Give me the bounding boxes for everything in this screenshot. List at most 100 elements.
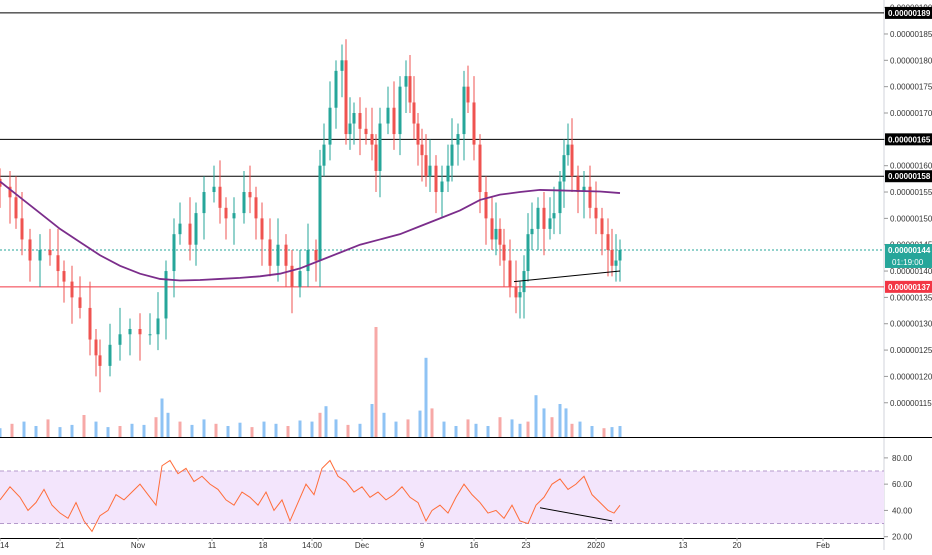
rsi-tick-label: 20.00: [892, 533, 913, 542]
price-tick-label: 0.00000155: [890, 188, 932, 197]
candle-body: [352, 113, 356, 124]
candle-body: [600, 218, 604, 235]
price-tick-label: 0.00000140: [890, 267, 932, 276]
volume-bar: [454, 426, 458, 437]
volume-bar: [214, 423, 218, 437]
candle-body: [364, 128, 368, 135]
volume-bar: [226, 426, 230, 437]
current-price-badge: [885, 243, 932, 268]
time-tick-label: 9: [420, 541, 425, 550]
rsi-tick-label: 60.00: [892, 480, 913, 489]
candle-body: [218, 186, 222, 208]
candle-body: [440, 181, 444, 193]
candle-body: [14, 197, 18, 219]
rsi-trendline[interactable]: [539, 507, 613, 522]
level-label-bg: [885, 133, 932, 146]
candle-body: [138, 329, 142, 335]
volume-bar: [166, 412, 170, 437]
candle-body: [558, 181, 562, 214]
candle-body: [8, 186, 12, 198]
time-tick-label: 21: [56, 541, 65, 550]
candle-body: [20, 218, 24, 240]
trendline[interactable]: [513, 270, 621, 283]
candle-body: [38, 249, 42, 261]
candle-body: [284, 244, 288, 266]
volume-bar: [142, 424, 146, 437]
time-tick-label: Dec: [355, 541, 369, 550]
volume-bar: [578, 421, 582, 437]
volume-bar: [564, 408, 568, 437]
volume-bar: [466, 419, 470, 437]
level-label: 0.00000158: [888, 172, 931, 181]
volume-bar: [424, 357, 428, 437]
candle-body: [472, 102, 476, 145]
candle-body: [582, 186, 586, 193]
time-tick-label: 20: [733, 541, 742, 550]
volume-bar: [118, 426, 122, 437]
candle-body: [398, 86, 402, 135]
candle-body: [466, 86, 470, 103]
price-tick-label: 0.00000120: [890, 372, 932, 381]
candle-body: [618, 249, 622, 261]
volume-bar: [318, 412, 322, 437]
volume-bar: [178, 421, 182, 437]
level-label-bg: [885, 280, 932, 293]
time-tick-label: 18: [259, 541, 268, 550]
volume-bar: [34, 426, 38, 437]
candle-body: [344, 60, 348, 135]
candle-body: [576, 176, 580, 193]
level-label: 0.00000165: [888, 135, 931, 144]
candle-body: [614, 260, 618, 266]
candle-body: [318, 165, 322, 261]
volume-bar: [346, 424, 350, 437]
candle-body: [522, 271, 526, 293]
candle-body: [548, 218, 552, 229]
candle-body: [374, 144, 378, 171]
volume-bar: [274, 423, 278, 437]
candle-body: [490, 218, 494, 240]
moving-average-line: [0, 180, 621, 282]
candle-body: [456, 134, 460, 145]
volume-bar: [374, 327, 378, 437]
candle-body: [242, 192, 246, 214]
volume-bar: [46, 419, 50, 437]
candle-body: [202, 192, 206, 214]
volume-bar: [550, 417, 554, 437]
candle-body: [542, 207, 546, 229]
price-tick-label: 0.00000170: [890, 109, 932, 118]
candle-body: [62, 271, 66, 282]
volume-bar: [406, 419, 410, 437]
candle-body: [562, 155, 566, 182]
candle-body: [370, 134, 374, 145]
candle-body: [224, 207, 228, 219]
countdown-label: 01:19:00: [892, 258, 924, 267]
time-tick-label: Nov: [131, 541, 145, 550]
candle-body: [566, 144, 570, 156]
time-tick-label: 14:00: [302, 541, 323, 550]
volume-bar: [82, 415, 86, 437]
volume-bar: [542, 408, 546, 437]
candle-body: [588, 186, 592, 208]
candle-body: [386, 107, 390, 124]
volume-bar: [526, 421, 530, 437]
candle-body: [156, 318, 160, 335]
candle-body: [378, 123, 382, 171]
candle-body: [148, 334, 152, 336]
candle-body: [88, 307, 92, 340]
candle-body: [232, 213, 236, 219]
candle-body: [526, 234, 530, 272]
candle-body: [172, 234, 176, 272]
candle-body: [328, 107, 332, 145]
candle-body: [254, 197, 258, 219]
candle-body: [416, 123, 420, 145]
volume-bar: [310, 421, 314, 437]
candle-body: [70, 281, 74, 298]
time-tick-label: 14: [0, 541, 9, 550]
candle-body: [28, 239, 32, 261]
volume-bar: [474, 423, 478, 437]
candle-body: [164, 271, 168, 319]
candle-body: [118, 334, 122, 345]
